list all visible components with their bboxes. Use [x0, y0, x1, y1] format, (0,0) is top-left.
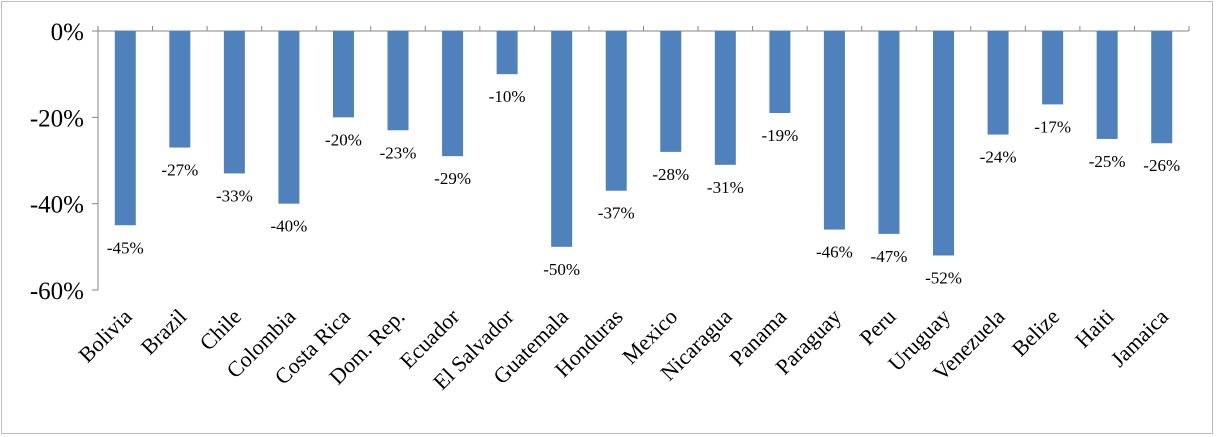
bar-el-salvador [496, 31, 518, 75]
data-label: -50% [543, 260, 580, 279]
data-label: -46% [816, 243, 853, 262]
axes [92, 26, 1190, 291]
bar-colombia [278, 31, 300, 204]
data-label: -19% [761, 126, 798, 145]
category-label: Brazil [136, 304, 192, 360]
bar-haiti [1096, 31, 1118, 139]
bar-belize [1042, 31, 1064, 105]
data-label: -28% [652, 165, 689, 184]
data-label: -17% [1034, 117, 1071, 136]
y-tick-label: 0% [51, 19, 84, 46]
category-label: Peru [854, 304, 900, 350]
bar-brazil [169, 31, 191, 148]
data-label: -26% [1143, 156, 1180, 175]
data-label: -24% [980, 148, 1017, 167]
bar-costa-rica [332, 31, 354, 118]
data-label: -29% [434, 169, 471, 188]
y-tick-labels: 0% -20% -40% -60% [30, 19, 84, 305]
data-label: -20% [325, 130, 362, 149]
bar-mexico [660, 31, 682, 152]
data-label: -52% [925, 268, 962, 287]
bar-venezuela [987, 31, 1009, 135]
bar-ecuador [442, 31, 464, 157]
data-label: -10% [489, 87, 526, 106]
data-label: -33% [216, 186, 253, 205]
bar-peru [878, 31, 900, 234]
data-label: -23% [380, 143, 417, 162]
category-label: Belize [1007, 304, 1064, 361]
category-label: Bolivia [73, 304, 137, 368]
bar-dom-rep- [387, 31, 409, 131]
data-label: -40% [271, 217, 308, 236]
bar-paraguay [823, 31, 845, 230]
y-tick-label: -40% [30, 192, 84, 219]
bar-chile [223, 31, 245, 174]
bar-guatemala [551, 31, 573, 247]
data-label: -27% [161, 161, 198, 180]
bar-honduras [605, 31, 627, 191]
category-label: Jamaica [1105, 304, 1173, 372]
data-labels: -45% -27% -33% -40% -20% -23% -29% -10% -50% -37%… [107, 87, 1180, 287]
bar-bolivia [114, 31, 136, 226]
bar-uruguay [933, 31, 955, 256]
category-label: Haiti [1070, 304, 1119, 353]
bar-nicaragua [714, 31, 736, 165]
data-label: -37% [598, 204, 635, 223]
data-label: -47% [871, 247, 908, 266]
data-label: -45% [107, 238, 144, 257]
bar-jamaica [1151, 31, 1173, 144]
bars [114, 31, 1173, 256]
y-tick-label: -20% [30, 105, 84, 132]
bar-panama [769, 31, 791, 114]
data-label: -31% [707, 178, 744, 197]
y-tick-label: -60% [30, 278, 84, 305]
data-label: -25% [1089, 152, 1126, 171]
